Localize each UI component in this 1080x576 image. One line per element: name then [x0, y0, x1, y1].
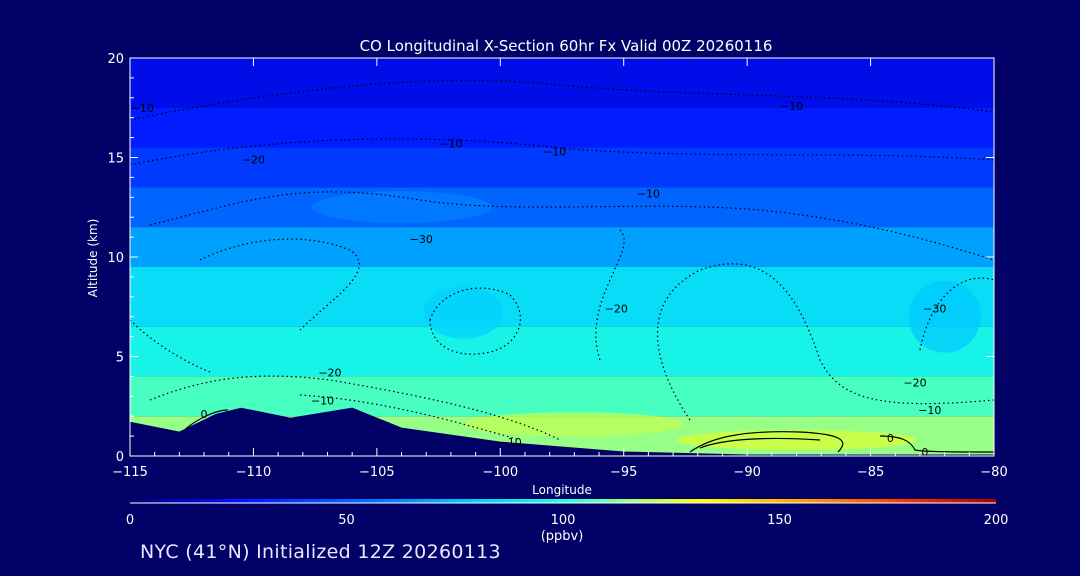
- contour-label: −20: [242, 153, 265, 166]
- x-tick-label: −85: [857, 465, 884, 480]
- contour-label: 0: [201, 408, 208, 421]
- co-blob: [908, 280, 981, 353]
- co-band: [130, 187, 994, 228]
- contour-labels: −10 −10 −10 −10 −10 −20 −30 −20 −30 −20 −10 −20 −10 −…: [131, 100, 947, 459]
- terrain-mask: [130, 407, 994, 456]
- contour-label: 0: [921, 446, 928, 459]
- colorbar-tick-label: 0: [126, 513, 134, 528]
- plot-area: −10 −10 −10 −10 −10 −20 −30 −20 −30 −20 −10 −20 −10 −…: [130, 58, 994, 459]
- co-blob: [464, 412, 685, 437]
- negative-contour: [130, 319, 211, 373]
- colorbar-tick-label: 50: [338, 513, 355, 528]
- y-tick-label: 10: [107, 251, 124, 266]
- colorbar-unit: (ppbv): [541, 529, 584, 544]
- y-tick-label: 5: [116, 351, 124, 366]
- co-band: [130, 376, 994, 417]
- contour-label: −10: [637, 187, 660, 200]
- co-blob: [423, 286, 504, 339]
- colorbar-tick-label: 200: [984, 513, 1009, 528]
- co-band: [130, 227, 994, 267]
- co-band: [130, 107, 994, 148]
- co-band: [130, 58, 994, 108]
- x-tick-label: −110: [236, 465, 272, 480]
- contour-label: −10: [543, 146, 566, 159]
- contour-label: −10: [780, 100, 803, 113]
- negative-contour: [149, 375, 561, 441]
- x-tick-label: −105: [359, 465, 395, 480]
- co-blob: [311, 191, 492, 224]
- y-axis: 0 5 10 15 20: [107, 52, 994, 465]
- y-tick-label: 0: [116, 450, 124, 465]
- x-tick-label: −95: [610, 465, 637, 480]
- x-tick-label: −80: [980, 465, 1007, 480]
- chart-title: CO Longitudinal X-Section 60hr Fx Valid …: [360, 37, 773, 55]
- contour-label: −10: [439, 138, 462, 151]
- contour-lines: [130, 79, 994, 453]
- co-band: [130, 266, 994, 327]
- negative-contour: [429, 287, 521, 355]
- contour-label: −20: [605, 303, 628, 316]
- zero-contour: [689, 431, 844, 453]
- zero-contour: [699, 437, 821, 449]
- x-tick-label: −115: [112, 465, 148, 480]
- co-fill-bands: [130, 58, 994, 456]
- negative-contour: [199, 238, 360, 331]
- negative-contour: [130, 79, 994, 121]
- y-tick-label: 20: [107, 52, 124, 67]
- contour-label: 0: [887, 432, 894, 445]
- negative-contour: [149, 191, 994, 261]
- negative-contour: [130, 138, 994, 166]
- colorbar-tick-label: 100: [551, 513, 576, 528]
- contour-label: −20: [318, 366, 341, 379]
- y-axis-label: Altitude (km): [86, 219, 100, 298]
- contour-label: −10: [499, 436, 522, 449]
- co-band: [130, 326, 994, 377]
- contour-label: −30: [410, 233, 433, 246]
- contour-label: −20: [903, 376, 926, 389]
- y-tick-label: 15: [107, 152, 124, 167]
- colorbar-tick-label: 150: [767, 513, 792, 528]
- footer-init-text: NYC (41°N) Initialized 12Z 20260113: [140, 541, 501, 563]
- colorbar-ticks: 0 50 100 150 200: [126, 513, 1009, 528]
- x-axis-label: Longitude: [532, 483, 592, 497]
- co-band: [130, 147, 994, 188]
- contour-label: −10: [131, 102, 154, 115]
- zero-contour: [879, 435, 994, 453]
- x-tick-label: −90: [733, 465, 760, 480]
- contour-label: −10: [311, 394, 334, 407]
- x-tick-label: −100: [482, 465, 518, 480]
- colorbar: [130, 499, 996, 503]
- contour-label: −30: [923, 303, 946, 316]
- negative-contour: [919, 277, 994, 351]
- negative-contour: [595, 229, 625, 361]
- contour-label: −10: [918, 404, 941, 417]
- x-axis: −115 −110 −105 −100 −95 −90 −85 −80: [112, 58, 1008, 480]
- negative-contour: [657, 263, 994, 421]
